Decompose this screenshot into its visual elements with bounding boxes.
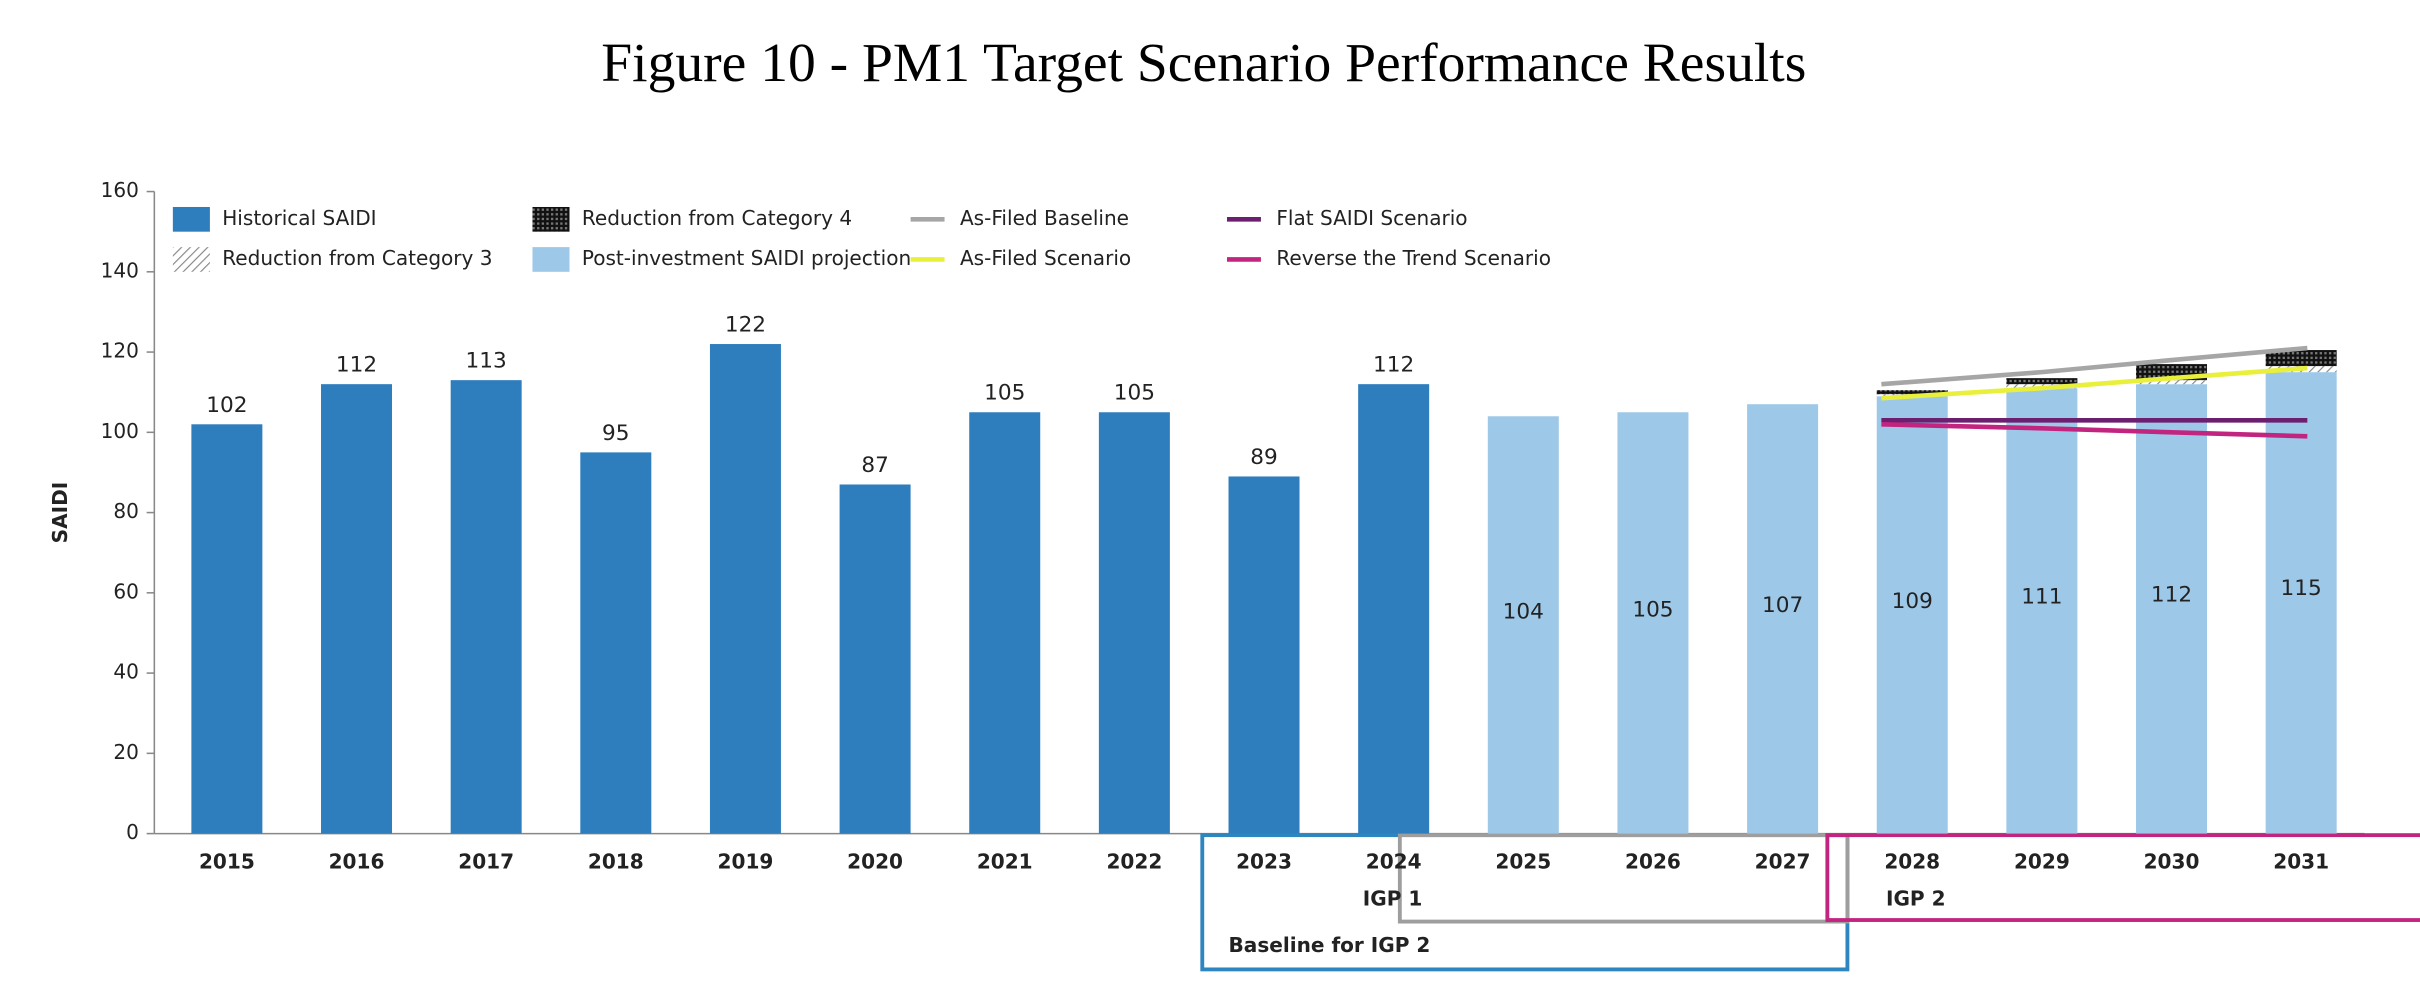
stack-segment <box>2006 378 2078 385</box>
bar <box>2006 388 2078 834</box>
y-tick-label: 100 <box>101 419 139 443</box>
data-label: 105 <box>984 381 1025 406</box>
data-label: 112 <box>336 353 377 378</box>
bar <box>1358 384 1430 834</box>
bar <box>321 384 393 834</box>
x-tick-label: 2019 <box>718 849 774 873</box>
x-tick-label: 2017 <box>458 849 514 873</box>
y-tick-label: 80 <box>113 499 139 523</box>
line-series <box>1881 365 2308 401</box>
line-series <box>1881 421 2308 439</box>
x-tick-label: 2024 <box>1366 849 1422 873</box>
bar <box>1487 416 1559 834</box>
bar <box>1228 476 1300 834</box>
group-box <box>1825 833 2420 922</box>
data-label: 109 <box>1892 589 1933 614</box>
data-label: 87 <box>861 453 888 478</box>
y-tick-label: 120 <box>101 339 139 363</box>
group-label: IGP 1 <box>1363 886 1423 910</box>
legend-label: As-Filed Baseline <box>960 206 1129 230</box>
bar <box>2265 372 2337 834</box>
y-tick-label: 140 <box>101 258 139 282</box>
data-label: 89 <box>1250 445 1277 470</box>
bar <box>1098 412 1170 834</box>
stack-segment <box>1876 390 1948 395</box>
bar <box>709 344 781 834</box>
bar <box>2136 384 2208 834</box>
bar <box>839 484 911 834</box>
legend-label: Reverse the Trend Scenario <box>1276 246 1551 270</box>
bar <box>1747 404 1819 834</box>
x-tick-label: 2025 <box>1495 849 1551 873</box>
data-label: 95 <box>602 421 629 446</box>
group-label: IGP 2 <box>1886 886 1946 910</box>
data-label: 104 <box>1503 599 1544 624</box>
bar <box>450 380 522 834</box>
x-tick-label: 2022 <box>1106 849 1162 873</box>
legend-swatch <box>532 206 570 232</box>
legend-swatch <box>172 247 210 272</box>
data-label: 112 <box>1373 353 1414 378</box>
group-box <box>1397 833 1850 924</box>
legend-label: Reduction from Category 4 <box>582 206 852 230</box>
bar <box>969 412 1041 834</box>
y-tick-label: 0 <box>126 820 139 844</box>
x-tick-label: 2015 <box>199 849 255 873</box>
x-tick-label: 2018 <box>588 849 644 873</box>
legend-label: Reduction from Category 3 <box>222 246 492 270</box>
data-label: 122 <box>725 313 766 338</box>
data-label: 113 <box>466 349 507 374</box>
data-label: 112 <box>2151 582 2192 607</box>
bar <box>191 424 263 834</box>
legend-label: Flat SAIDI Scenario <box>1276 206 1467 230</box>
x-tick-label: 2031 <box>2273 849 2329 873</box>
bar <box>1617 412 1689 834</box>
data-label: 107 <box>1762 593 1803 618</box>
x-tick-label: 2016 <box>329 849 385 873</box>
legend-label: Post-investment SAIDI projection <box>582 246 911 270</box>
y-tick-label: 40 <box>113 660 139 684</box>
data-label: 111 <box>2021 585 2062 610</box>
bar <box>1876 396 1948 834</box>
x-tick-label: 2030 <box>2144 849 2200 873</box>
data-label: 102 <box>206 393 247 418</box>
x-tick-label: 2023 <box>1236 849 1292 873</box>
legend-swatch <box>532 247 570 272</box>
x-tick-label: 2020 <box>847 849 903 873</box>
stack-segment <box>2265 350 2337 367</box>
data-label: 105 <box>1632 597 1673 622</box>
data-label: 115 <box>2281 576 2322 601</box>
line-series <box>1881 345 2308 387</box>
legend-label: As-Filed Scenario <box>960 246 1131 270</box>
stack-segment <box>2136 380 2208 385</box>
x-tick-label: 2026 <box>1625 849 1681 873</box>
x-tick-label: 2021 <box>977 849 1033 873</box>
x-tick-label: 2028 <box>1884 849 1940 873</box>
group-label: Baseline for IGP 2 <box>1229 933 1431 957</box>
x-tick-label: 2027 <box>1755 849 1811 873</box>
y-tick-label: 160 <box>101 178 139 202</box>
y-axis-label: SAIDI <box>48 482 72 544</box>
legend-swatch <box>172 206 210 232</box>
x-tick-label: 2029 <box>2014 849 2070 873</box>
legend-label: Historical SAIDI <box>222 206 376 230</box>
chart-title: Figure 10 - PM1 Target Scenario Performa… <box>601 32 1806 94</box>
bar <box>580 452 652 834</box>
y-tick-label: 60 <box>113 579 139 603</box>
y-tick-label: 20 <box>113 740 139 764</box>
data-label: 105 <box>1114 381 1155 406</box>
